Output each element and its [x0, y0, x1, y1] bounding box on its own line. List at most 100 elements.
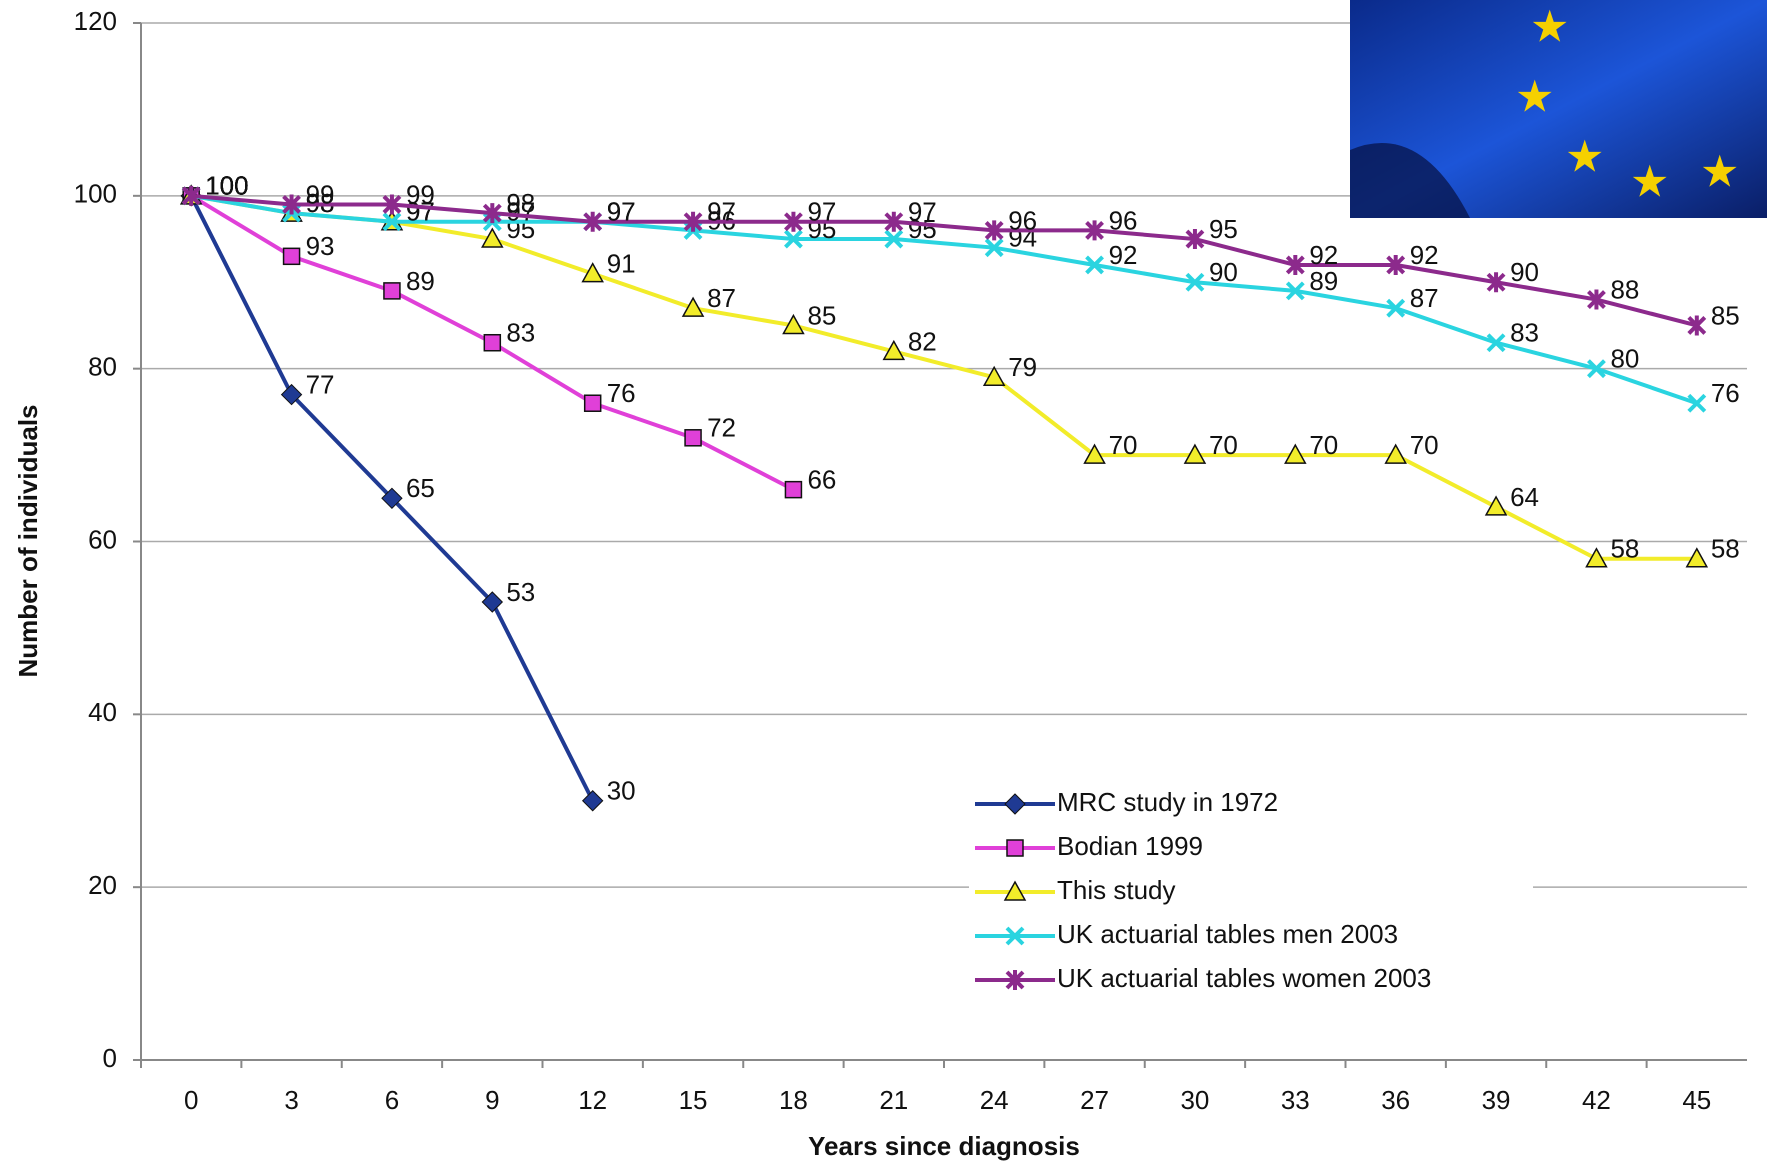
- svg-text:★: ★: [1565, 133, 1604, 182]
- data-label: 94: [1008, 223, 1037, 253]
- series-line: [190, 193, 1697, 561]
- data-label: 58: [1610, 534, 1639, 564]
- data-label: 66: [807, 465, 836, 495]
- x-tick-label: 21: [879, 1085, 908, 1115]
- data-label: 98: [506, 188, 535, 218]
- data-label: 93: [306, 231, 335, 261]
- data-label: 85: [807, 300, 836, 330]
- data-label: 70: [1109, 430, 1138, 460]
- x-tick-label: 30: [1180, 1085, 1209, 1115]
- point: [1083, 443, 1106, 464]
- point: [581, 790, 604, 812]
- point: [481, 227, 504, 248]
- svg-text:★: ★: [1515, 73, 1554, 122]
- x-tick-label: 15: [679, 1085, 708, 1115]
- data-label: 64: [1510, 482, 1539, 512]
- data-label: 90: [1510, 257, 1539, 287]
- point: [684, 429, 702, 447]
- data-label: 97: [707, 197, 736, 227]
- data-label: 87: [707, 283, 736, 313]
- point: [1085, 220, 1104, 241]
- legend-box: [969, 778, 1533, 1003]
- data-label: 95: [807, 214, 836, 244]
- point: [1486, 333, 1506, 353]
- point: [1285, 254, 1305, 275]
- data-label: 30: [607, 776, 636, 806]
- point: [1005, 970, 1025, 990]
- x-tick-label: 45: [1682, 1085, 1711, 1115]
- point: [784, 211, 803, 232]
- data-label: 70: [1309, 430, 1338, 460]
- x-tick-label: 6: [385, 1085, 399, 1115]
- point: [1484, 495, 1508, 516]
- point: [984, 238, 1004, 258]
- x-tick-label: 36: [1381, 1085, 1410, 1115]
- data-label: 72: [707, 413, 736, 443]
- data-label: 53: [506, 577, 535, 607]
- point: [884, 229, 904, 249]
- point: [1685, 547, 1709, 568]
- data-label: 82: [908, 326, 937, 356]
- y-tick-label: 120: [74, 6, 117, 36]
- point: [1285, 281, 1305, 301]
- point: [381, 487, 403, 509]
- data-label: 76: [607, 378, 636, 408]
- data-label: 100: [205, 171, 248, 201]
- data-label: 97: [406, 197, 435, 227]
- point: [1384, 443, 1407, 464]
- legend-label: UK actuarial tables men 2003: [1057, 919, 1398, 949]
- point: [683, 211, 703, 232]
- x-tick-label: 0: [184, 1085, 198, 1115]
- data-label: 85: [1711, 300, 1740, 330]
- data-label: 95: [1209, 214, 1238, 244]
- flag-image: ★ ★ ★ ★ ★: [1350, 0, 1767, 218]
- point: [1486, 272, 1506, 293]
- point: [1085, 255, 1104, 275]
- data-label: 95: [908, 214, 937, 244]
- x-tick-label: 3: [284, 1085, 298, 1115]
- y-tick-label: 60: [88, 524, 117, 554]
- point: [1585, 547, 1608, 568]
- point: [681, 296, 705, 317]
- y-tick-label: 100: [74, 179, 117, 209]
- svg-text:★: ★: [1700, 148, 1739, 197]
- legend-label: MRC study in 1972: [1057, 787, 1278, 817]
- legend: MRC study in 1972 Bodian 1999 This study UK…: [969, 778, 1533, 1003]
- data-label: 80: [1610, 344, 1639, 374]
- point: [280, 383, 303, 406]
- data-label: 87: [1410, 283, 1439, 313]
- point: [383, 282, 401, 300]
- point: [481, 591, 504, 613]
- point: [1003, 880, 1027, 901]
- point: [482, 203, 502, 224]
- data-label: 92: [1410, 240, 1439, 270]
- point: [784, 480, 803, 499]
- point: [1004, 793, 1026, 815]
- data-label: 97: [506, 197, 535, 227]
- data-label: 58: [1711, 534, 1740, 564]
- data-label: 83: [1510, 318, 1539, 348]
- point: [982, 365, 1006, 387]
- point: [583, 394, 602, 412]
- point: [382, 212, 402, 232]
- x-tick-label: 39: [1482, 1085, 1511, 1115]
- point: [1386, 298, 1406, 318]
- point: [1587, 289, 1606, 310]
- y-tick-label: 40: [88, 697, 117, 727]
- data-label: 96: [1008, 205, 1037, 235]
- data-label: 90: [1209, 257, 1238, 287]
- data-label: 99: [306, 179, 335, 209]
- y-tick-label: 0: [103, 1043, 117, 1073]
- series: 100 93 89 83 76 72 66: [182, 171, 836, 499]
- x-tick-label: 9: [485, 1085, 499, 1115]
- data-label: 97: [607, 197, 636, 227]
- point: [1386, 254, 1406, 275]
- x-axis-title: Years since diagnosis: [808, 1131, 1080, 1161]
- data-label: 89: [406, 266, 435, 296]
- data-label: 76: [1711, 378, 1740, 408]
- data-label: 65: [406, 473, 435, 503]
- x-tick-label: 18: [779, 1085, 808, 1115]
- point: [784, 229, 803, 249]
